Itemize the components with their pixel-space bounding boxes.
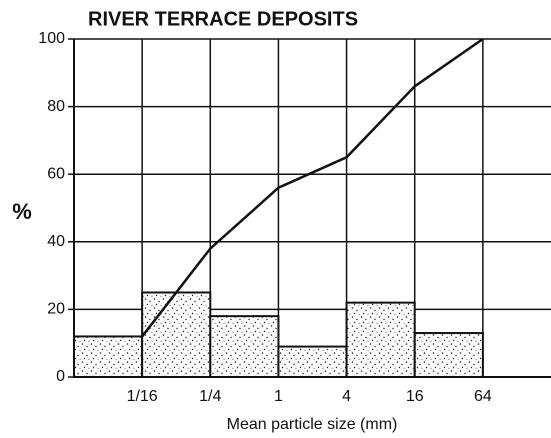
cumulative-line: [141, 37, 484, 338]
x-axis-label: Mean particle size (mm): [227, 416, 398, 433]
y-tick-label: 60: [47, 165, 65, 182]
x-tick-label: 1/16: [127, 388, 158, 405]
y-tick-label: 100: [38, 30, 65, 47]
x-tick-label: 16: [406, 388, 424, 405]
x-tick-label: 1: [274, 388, 283, 405]
x-tick-label: 1/4: [199, 388, 221, 405]
bar: [209, 315, 280, 379]
bar: [345, 301, 416, 379]
bar: [277, 345, 348, 378]
bar: [73, 335, 144, 379]
y-tick-label: 20: [47, 301, 65, 318]
y-axis-label: %: [12, 199, 32, 224]
bar: [413, 332, 484, 378]
x-tick-label: 64: [474, 388, 492, 405]
y-tick-label: 80: [47, 98, 65, 115]
y-tick-label: 40: [47, 233, 65, 250]
x-tick-label: 4: [342, 388, 351, 405]
y-tick-label: 0: [56, 368, 65, 385]
chart-title: RIVER TERRACE DEPOSITS: [88, 8, 358, 30]
bar: [141, 291, 212, 378]
